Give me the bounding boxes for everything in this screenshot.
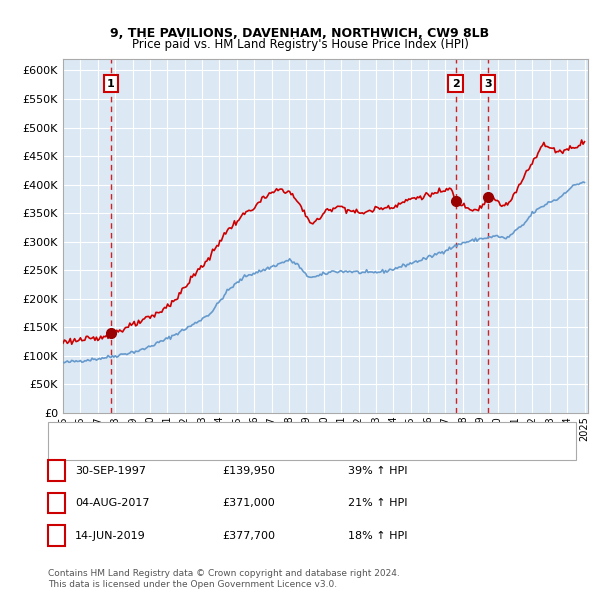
Text: ————: ———— [63,426,113,439]
Text: 18% ↑ HPI: 18% ↑ HPI [348,531,407,540]
Text: ————: ———— [63,443,113,456]
Text: 9, THE PAVILIONS, DAVENHAM, NORTHWICH, CW9 8LB (detached house): 9, THE PAVILIONS, DAVENHAM, NORTHWICH, C… [99,428,476,438]
Text: HPI: Average price, detached house, Cheshire West and Chester: HPI: Average price, detached house, Ches… [99,444,434,454]
Text: £139,950: £139,950 [222,466,275,476]
Text: Contains HM Land Registry data © Crown copyright and database right 2024.
This d: Contains HM Land Registry data © Crown c… [48,569,400,589]
Text: 9, THE PAVILIONS, DAVENHAM, NORTHWICH, CW9 8LB: 9, THE PAVILIONS, DAVENHAM, NORTHWICH, C… [110,27,490,40]
Text: 21% ↑ HPI: 21% ↑ HPI [348,499,407,508]
Text: 04-AUG-2017: 04-AUG-2017 [75,499,149,508]
Text: 30-SEP-1997: 30-SEP-1997 [75,466,146,476]
Text: 2: 2 [53,498,60,508]
Text: Price paid vs. HM Land Registry's House Price Index (HPI): Price paid vs. HM Land Registry's House … [131,38,469,51]
Text: 2: 2 [452,79,460,88]
Text: £371,000: £371,000 [222,499,275,508]
Text: £377,700: £377,700 [222,531,275,540]
Text: 3: 3 [484,79,492,88]
Text: 1: 1 [107,79,115,88]
Text: 39% ↑ HPI: 39% ↑ HPI [348,466,407,476]
Text: 14-JUN-2019: 14-JUN-2019 [75,531,146,540]
Text: 3: 3 [53,530,60,540]
Text: 1: 1 [53,466,60,476]
